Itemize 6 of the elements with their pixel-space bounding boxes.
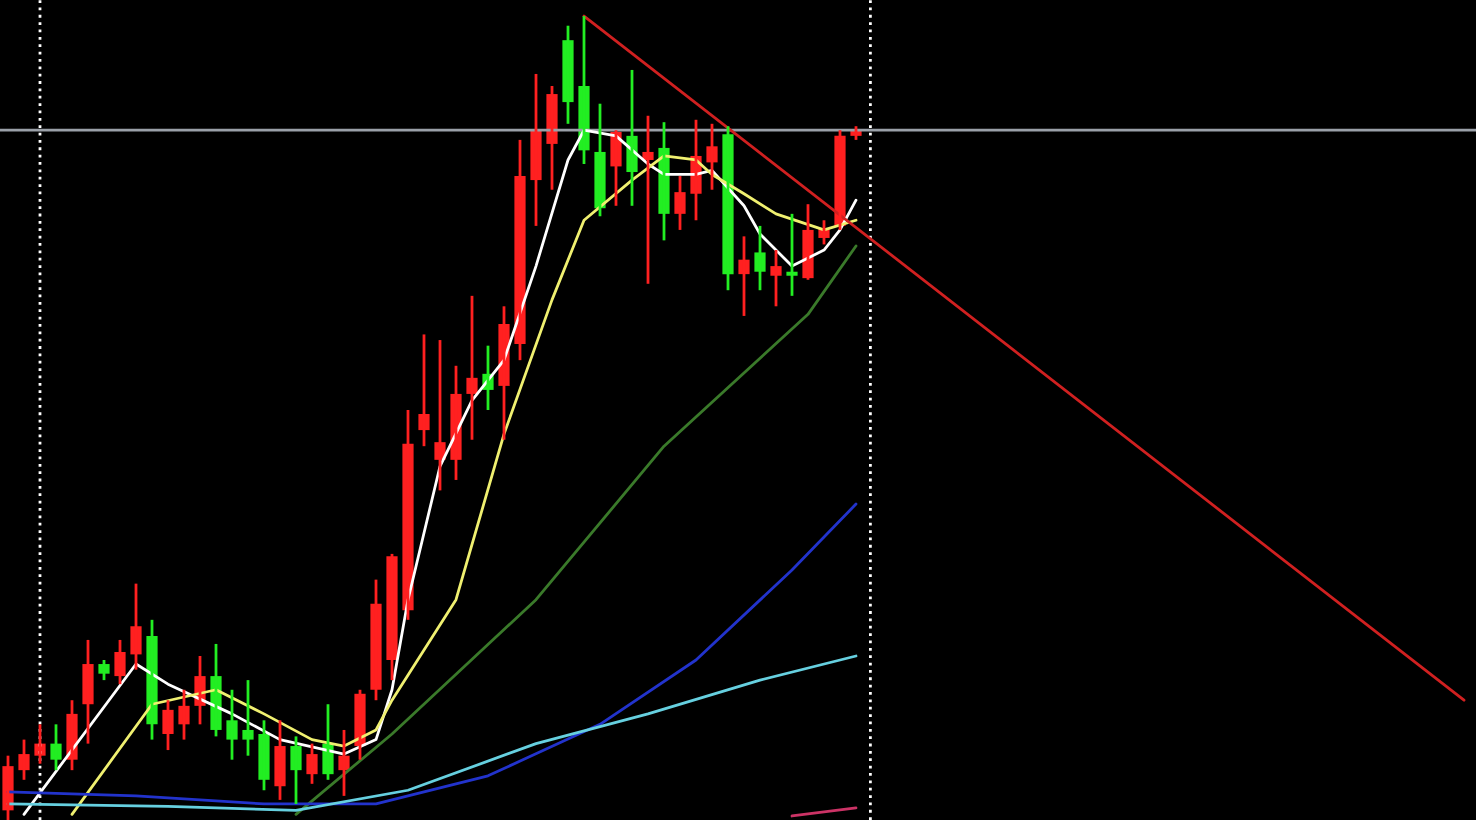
candlestick	[242, 678, 254, 758]
candlestick	[770, 248, 782, 308]
candlestick	[226, 688, 238, 762]
candlestick	[674, 174, 686, 232]
candlestick	[98, 658, 110, 682]
candlestick	[754, 224, 766, 292]
